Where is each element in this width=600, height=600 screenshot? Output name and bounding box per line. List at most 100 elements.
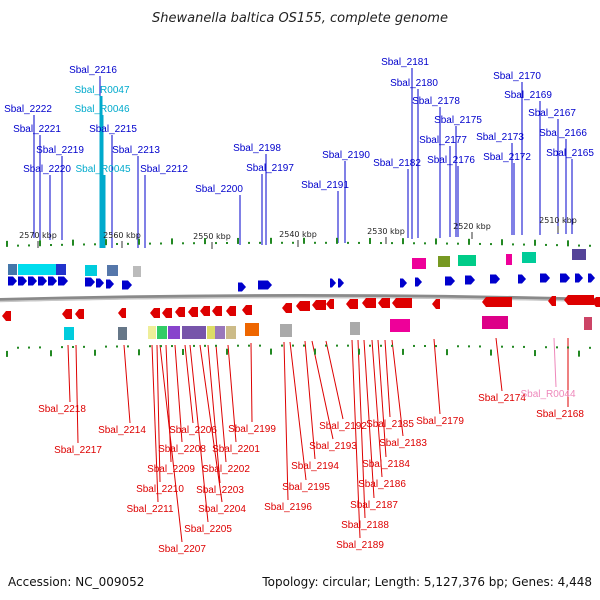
bottom-leader-lines bbox=[67, 337, 569, 543]
leader-line bbox=[433, 338, 441, 415]
marker-dot bbox=[215, 242, 217, 245]
reverse-gene-arrow bbox=[175, 307, 185, 317]
reverse-gene-label: Sbal_2209 bbox=[147, 464, 195, 475]
reverse-feature-block bbox=[280, 324, 292, 337]
marker-dot bbox=[402, 348, 404, 355]
forward-gene-label: Sbal_2172 bbox=[483, 152, 531, 163]
tick-label: 2530 kbp bbox=[367, 227, 405, 236]
reverse-feature-block bbox=[390, 319, 410, 332]
forward-gene-label: Sbal_2190 bbox=[322, 150, 370, 161]
reverse-gene-label: Sbal_2189 bbox=[336, 540, 384, 551]
marker-dot bbox=[512, 345, 514, 348]
reverse-gene-arrow bbox=[200, 306, 210, 316]
marker-dot bbox=[512, 243, 514, 246]
leader-line bbox=[283, 341, 289, 501]
forward-feature-block bbox=[506, 254, 512, 265]
tick-label: 2570 kbp bbox=[19, 231, 57, 240]
marker-dot bbox=[237, 237, 239, 244]
scale-ticks: 2570 kbp 2560 kbp 2550 kbp 2540 kbp 2530 kbp… bbox=[19, 216, 577, 249]
marker-dot bbox=[226, 241, 228, 244]
reverse-gene-label: Sbal_2201 bbox=[212, 444, 260, 455]
forward-gene-label: Sbal_2215 bbox=[89, 124, 137, 135]
tick-label: 2540 kbp bbox=[279, 230, 317, 239]
marker-dot bbox=[292, 344, 294, 347]
leader-line bbox=[67, 344, 71, 403]
forward-gene-label: Sbal_2166 bbox=[539, 128, 587, 139]
reverse-gene-arrow bbox=[296, 301, 310, 311]
marker-dot bbox=[116, 243, 118, 246]
marker-dot bbox=[369, 237, 371, 244]
tick-label: 2550 kbp bbox=[193, 232, 231, 241]
marker-dot bbox=[94, 349, 96, 356]
scale-tick: 2520 kbp bbox=[453, 222, 491, 239]
reverse-gene-label: Sbal_R0044 bbox=[520, 389, 575, 400]
marker-dot bbox=[534, 350, 536, 357]
forward-feature-block bbox=[18, 264, 56, 275]
reverse-gene-label: Sbal_2205 bbox=[184, 524, 232, 535]
marker-dot bbox=[61, 243, 63, 246]
forward-gene-label: Sbal_2177 bbox=[419, 135, 467, 146]
reverse-feature-block bbox=[148, 326, 156, 339]
reverse-gene-arrows bbox=[2, 295, 600, 321]
marker-dot bbox=[39, 240, 41, 247]
reverse-gene-label: Sbal_2204 bbox=[198, 504, 246, 515]
marker-dot bbox=[391, 242, 393, 245]
marker-dot bbox=[556, 244, 558, 247]
marker-dot bbox=[160, 345, 162, 348]
leader-line bbox=[377, 339, 387, 458]
marker-dot bbox=[215, 344, 217, 347]
reverse-gene-arrow bbox=[312, 300, 326, 310]
marker-dot bbox=[50, 244, 52, 247]
forward-feature-block bbox=[107, 265, 118, 276]
marker-dot bbox=[83, 243, 85, 246]
forward-gene-arrow bbox=[48, 276, 57, 286]
marker-dot bbox=[501, 239, 503, 246]
marker-dot bbox=[171, 345, 173, 348]
reverse-gene-arrow bbox=[242, 305, 252, 315]
scale-tick: 2530 kbp bbox=[367, 227, 405, 244]
marker-dot bbox=[490, 243, 492, 246]
marker-dot bbox=[149, 345, 151, 348]
marker-dot bbox=[347, 344, 349, 347]
reverse-gene-label: Sbal_2196 bbox=[264, 502, 312, 513]
reverse-gene-arrow bbox=[2, 311, 11, 321]
marker-dot bbox=[39, 346, 41, 349]
leader-line bbox=[151, 344, 159, 503]
marker-dot bbox=[435, 345, 437, 348]
marker-dot bbox=[17, 244, 19, 247]
marker-dot bbox=[303, 344, 305, 347]
leader-line bbox=[184, 344, 194, 424]
forward-gene-arrow bbox=[415, 277, 422, 287]
marker-dot bbox=[72, 239, 74, 246]
top-leader-lines bbox=[33, 68, 573, 248]
leader-line bbox=[156, 344, 161, 483]
forward-gene-label: Sbal_2221 bbox=[13, 124, 61, 135]
marker-dot bbox=[259, 241, 261, 244]
forward-gene-arrow bbox=[58, 276, 68, 286]
reverse-gene-label: Sbal_2186 bbox=[358, 479, 406, 490]
forward-gene-label: Sbal_2178 bbox=[412, 96, 460, 107]
forward-feature-block bbox=[522, 252, 536, 263]
forward-feature-block bbox=[412, 258, 426, 269]
reverse-gene-arrow bbox=[548, 296, 556, 306]
forward-gene-arrow bbox=[38, 276, 47, 286]
forward-gene-label: Sbal_R0046 bbox=[74, 104, 129, 115]
marker-dot bbox=[468, 345, 470, 348]
reverse-gene-arrow bbox=[282, 303, 292, 313]
forward-gene-arrows bbox=[8, 273, 595, 292]
leader-line bbox=[351, 339, 361, 539]
reverse-gene-arrow bbox=[346, 299, 358, 309]
reverse-gene-label: Sbal_2187 bbox=[350, 500, 398, 511]
tick-label: 2560 kbp bbox=[103, 231, 141, 240]
reverse-gene-arrow bbox=[378, 298, 390, 308]
forward-gene-label: Sbal_2219 bbox=[36, 145, 84, 156]
marker-dot bbox=[501, 345, 503, 348]
forward-gene-arrow bbox=[490, 274, 500, 284]
marker-dot bbox=[61, 346, 63, 349]
marker-dot bbox=[28, 346, 30, 349]
marker-dot bbox=[138, 238, 140, 245]
reverse-gene-arrow bbox=[362, 298, 376, 308]
marker-dot bbox=[589, 244, 591, 247]
marker-dot bbox=[424, 242, 426, 245]
reverse-gene-label: Sbal_2207 bbox=[158, 544, 206, 555]
